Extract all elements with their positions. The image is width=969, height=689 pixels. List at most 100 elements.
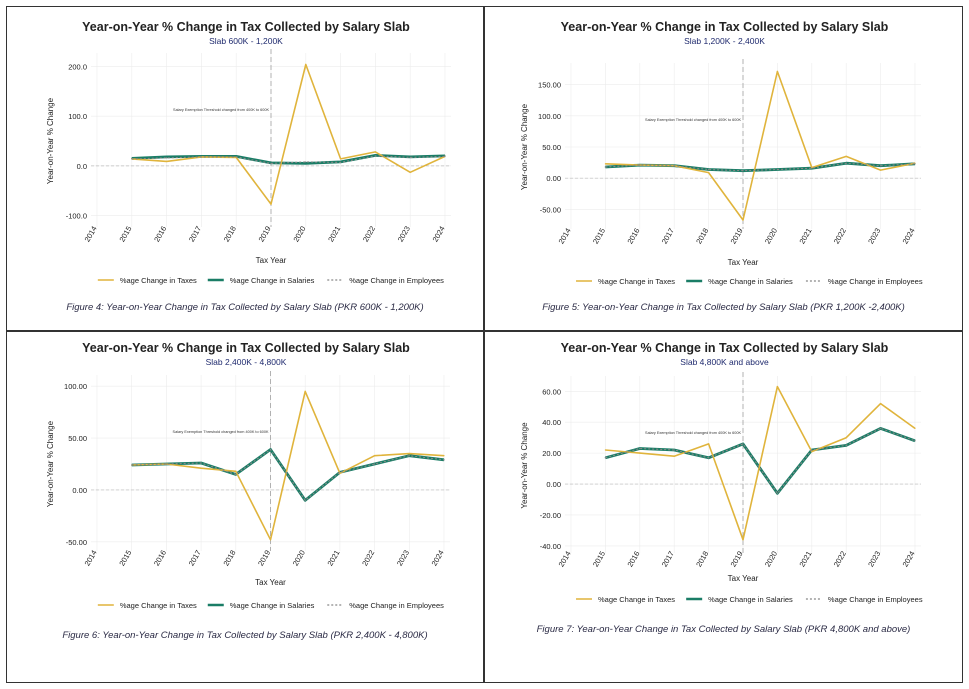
data-point-series-employees <box>673 449 675 451</box>
data-point-series-employees <box>811 449 813 451</box>
data-point-series-taxes <box>270 203 272 205</box>
x-tick-label: 2022 <box>832 550 848 569</box>
x-tick-label: 2022 <box>832 227 848 246</box>
y-axis-label: Year-on-Year % Change <box>520 103 529 190</box>
x-tick-label: 2021 <box>797 550 813 569</box>
x-tick-label: 2021 <box>797 227 813 246</box>
x-tick-label: 2023 <box>396 225 412 244</box>
legend: %age Change in Taxes %age Change in Salar… <box>576 277 923 286</box>
y-tick-label: 100.00 <box>538 112 561 121</box>
x-tick-label: 2016 <box>152 225 168 244</box>
x-tick-label: 2020 <box>763 227 779 246</box>
legend-label-taxes: %age Change in Taxes <box>598 277 675 286</box>
data-point-series-taxes <box>708 443 710 445</box>
x-axis-label: Tax Year <box>728 574 759 583</box>
data-point-series-taxes <box>742 219 744 221</box>
data-point-series-taxes <box>639 452 641 454</box>
x-axis-label: Tax Year <box>256 256 287 265</box>
data-point-series-salaries <box>305 162 307 164</box>
data-point-series-employees <box>776 168 778 171</box>
legend: %age Change in Taxes %age Change in Salar… <box>97 276 444 285</box>
x-tick-label: 2023 <box>395 549 411 568</box>
data-point-series-employees <box>639 447 641 450</box>
data-point-series-employees <box>200 462 202 464</box>
x-tick-label: 2016 <box>625 550 641 569</box>
data-point-series-employees <box>639 164 641 166</box>
data-point-series-employees <box>409 156 411 158</box>
series-taxes-line <box>131 390 445 541</box>
data-point-series-taxes <box>708 171 710 174</box>
chart-subtitle: Slab 4,800K and above <box>680 357 769 367</box>
y-tick-label: 100.00 <box>64 382 87 391</box>
x-tick-label: 2015 <box>117 225 133 244</box>
data-point-series-taxes <box>374 151 376 153</box>
y-axis-label: Year-on-Year % Change <box>46 420 55 507</box>
data-point-series-employees <box>131 464 133 466</box>
y-axis-label: Year-on-Year % Change <box>46 97 55 184</box>
data-point-series-employees <box>914 163 916 165</box>
x-tick-label: 2018 <box>222 225 238 244</box>
y-tick-label: -100.0 <box>66 212 87 221</box>
data-point-series-employees <box>673 165 675 167</box>
x-tick-label: 2014 <box>557 550 573 569</box>
data-point-series-employees <box>914 440 916 442</box>
chart-subtitle: Slab 1,200K - 2,400K <box>684 36 765 46</box>
chart-title: Year-on-Year % Change in Tax Collected b… <box>561 20 889 34</box>
x-tick-label: 2023 <box>866 550 882 569</box>
x-tick-label: 2017 <box>660 550 676 569</box>
data-point-series-taxes <box>776 70 778 73</box>
data-point-series-employees <box>374 155 376 157</box>
series-employees-line <box>131 448 445 501</box>
x-axis-label: Tax Year <box>255 578 286 587</box>
data-point-series-taxes <box>742 539 744 541</box>
legend: %age Change in Taxes %age Change in Salar… <box>97 601 444 610</box>
chart-panel-1200k-2400k: Year-on-Year % Change in Tax Collected b… <box>484 6 963 331</box>
y-tick-label: 0.00 <box>546 480 561 489</box>
data-point-series-taxes <box>166 160 168 162</box>
y-tick-label: 0.00 <box>72 486 87 495</box>
data-point-series-taxes <box>305 63 307 66</box>
data-point-series-employees <box>339 471 341 473</box>
chart-title: Year-on-Year % Change in Tax Collected b… <box>82 20 410 34</box>
data-point-series-employees <box>235 156 237 158</box>
data-point-series-taxes <box>845 155 847 157</box>
data-point-series-taxes <box>880 403 882 405</box>
chart-svg: Year-on-Year % Change in Tax Collected b… <box>520 20 923 286</box>
data-point-series-taxes <box>880 169 882 171</box>
data-point-series-employees <box>165 463 167 465</box>
chart-title: Year-on-Year % Change in Tax Collected b… <box>82 341 410 355</box>
data-point-series-taxes <box>604 449 606 451</box>
chart-title: Year-on-Year % Change in Tax Collected b… <box>561 341 889 355</box>
x-tick-label: 2015 <box>591 227 607 246</box>
legend-label-salaries: %age Change in Salaries <box>708 277 793 286</box>
chart-subtitle: Slab 600K - 1,200K <box>209 36 283 46</box>
x-tick-label: 2017 <box>660 227 676 246</box>
legend-label-salaries: %age Change in Salaries <box>708 595 793 604</box>
data-point-series-taxes <box>304 390 306 392</box>
x-tick-label: 2016 <box>625 227 641 246</box>
y-tick-label: 150.00 <box>538 81 561 90</box>
data-point-series-employees <box>304 499 306 501</box>
x-tick-label: 2024 <box>430 549 446 568</box>
legend-label-employees: %age Change in Employees <box>349 601 444 610</box>
threshold-annotation: Salary Exemption Threshold changed from … <box>173 430 269 434</box>
figure-caption: Figure 6: Year-on-Year Change in Tax Col… <box>62 630 428 641</box>
data-point-series-employees <box>444 155 446 158</box>
x-tick-label: 2019 <box>729 550 745 569</box>
figure-caption: Figure 4: Year-on-Year Change in Tax Col… <box>66 302 424 313</box>
data-point-series-taxes <box>604 163 606 165</box>
threshold-annotation: Salary Exemption Threshold changed from … <box>645 431 741 435</box>
x-tick-label: 2018 <box>694 227 710 246</box>
data-point-series-taxes <box>235 470 237 472</box>
data-point-series-taxes <box>443 455 445 457</box>
y-tick-label: -50.00 <box>66 538 87 547</box>
data-point-series-employees <box>776 492 778 494</box>
x-axis-label: Tax Year <box>728 258 759 267</box>
data-point-series-employees <box>880 165 882 167</box>
data-point-series-taxes <box>845 437 847 439</box>
chart-panel-600k-1200k: Year-on-Year % Change in Tax Collected b… <box>6 6 484 331</box>
chart-subtitle: Slab 2,400K - 4,800K <box>206 357 287 367</box>
y-tick-label: -50.00 <box>540 205 561 214</box>
y-tick-label: -40.00 <box>540 542 561 551</box>
